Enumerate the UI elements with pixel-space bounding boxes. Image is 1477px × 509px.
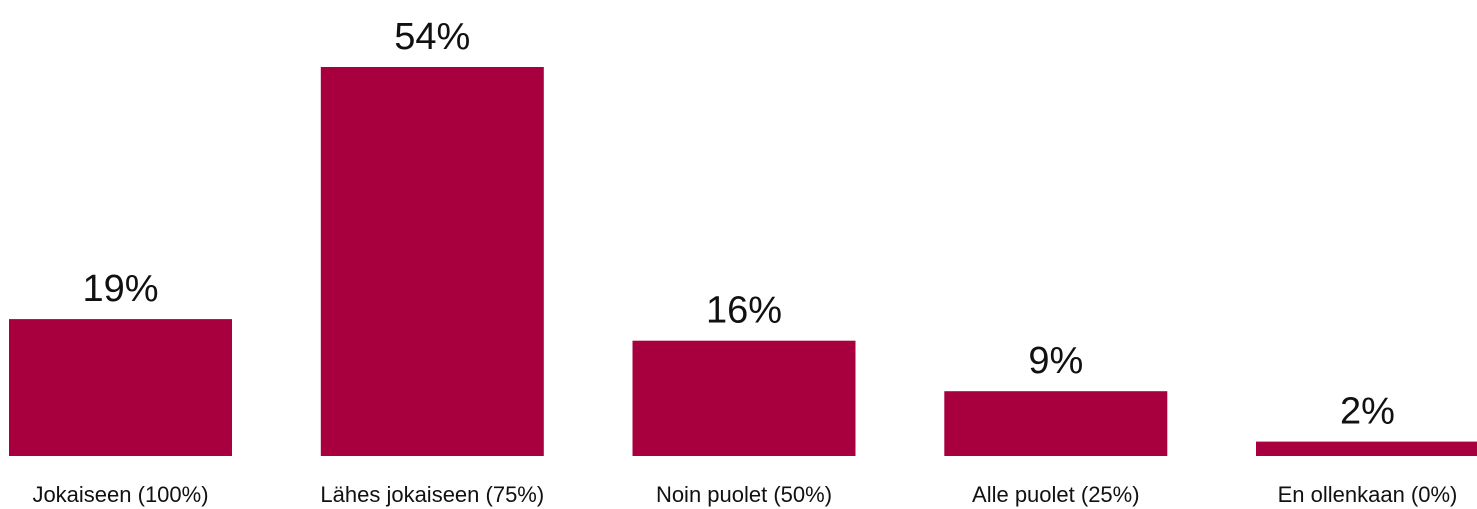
- bar-1: [9, 319, 232, 456]
- bar-5: [1256, 441, 1477, 456]
- bar-4: [944, 391, 1168, 456]
- data-label-1: 19%: [82, 268, 158, 310]
- category-label-2: Lähes jokaiseen (75%): [320, 482, 544, 507]
- bar-3: [632, 340, 856, 456]
- category-label-3: Noin puolet (50%): [656, 482, 832, 507]
- category-label-4: Alle puolet (25%): [972, 482, 1140, 507]
- data-label-2: 54%: [394, 16, 470, 58]
- category-label-5: En ollenkaan (0%): [1278, 482, 1458, 507]
- category-label-1: Jokaiseen (100%): [32, 482, 208, 507]
- data-label-3: 16%: [706, 290, 782, 332]
- data-label-5: 2%: [1340, 391, 1395, 433]
- bar-2: [320, 67, 544, 456]
- data-label-4: 9%: [1028, 340, 1083, 382]
